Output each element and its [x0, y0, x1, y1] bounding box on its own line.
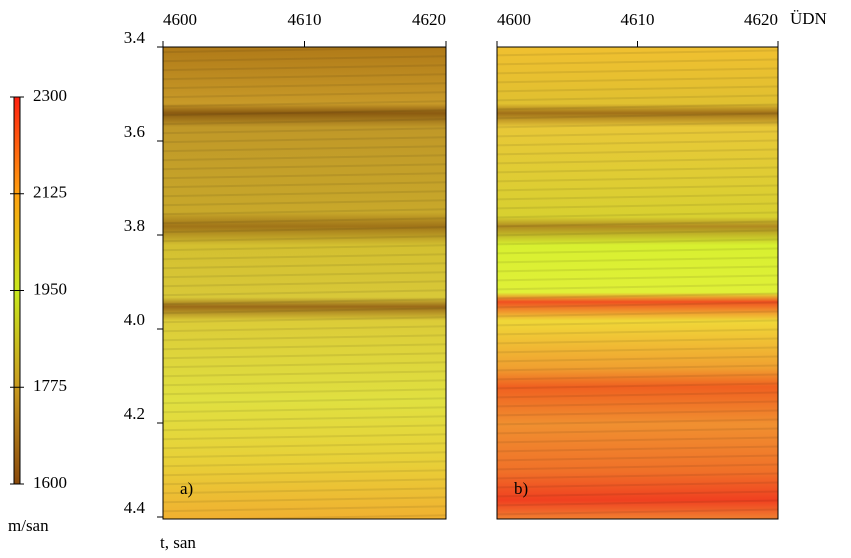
y-tick-label: 4.4 — [124, 498, 146, 517]
panel-label: a) — [180, 479, 193, 498]
colorbar-ticks: 1600 1775 1950 2125 2300 — [10, 86, 67, 492]
colorbar-label: m/san — [8, 516, 49, 535]
colorbar-tick-label: 1950 — [33, 279, 67, 298]
x-tick-label: 4600 — [497, 10, 531, 29]
y-tick-label: 3.6 — [124, 122, 145, 141]
colorbar-tick-label: 2125 — [33, 183, 67, 202]
y-axis-label: t, san — [160, 533, 196, 552]
y-tick-label: 3.8 — [124, 216, 145, 235]
y-tick-label: 3.4 — [124, 28, 146, 47]
x-tick-label: 4610 — [288, 10, 322, 29]
panels: 4600 4610 4620 3.4 3.6 3.8 4.0 4.2 4.4 a) 4600 4610… — [124, 10, 779, 520]
y-tick-label: 4.0 — [124, 310, 145, 329]
section-texture — [163, 47, 446, 519]
colorbar-tick-label: 2300 — [33, 86, 67, 105]
panel-label: b) — [514, 479, 528, 498]
y-tick-label: 4.2 — [124, 404, 145, 423]
x-tick-label: 4620 — [412, 10, 446, 29]
colorbar-tick-label: 1600 — [33, 473, 67, 492]
colorbar-tick-label: 1775 — [33, 376, 67, 395]
x-tick-label: 4610 — [621, 10, 655, 29]
x-tick-label: 4620 — [744, 10, 778, 29]
x-tick-label: 4600 — [163, 10, 197, 29]
x-axis-label: ÜDN — [790, 9, 827, 28]
section-texture — [497, 47, 778, 519]
